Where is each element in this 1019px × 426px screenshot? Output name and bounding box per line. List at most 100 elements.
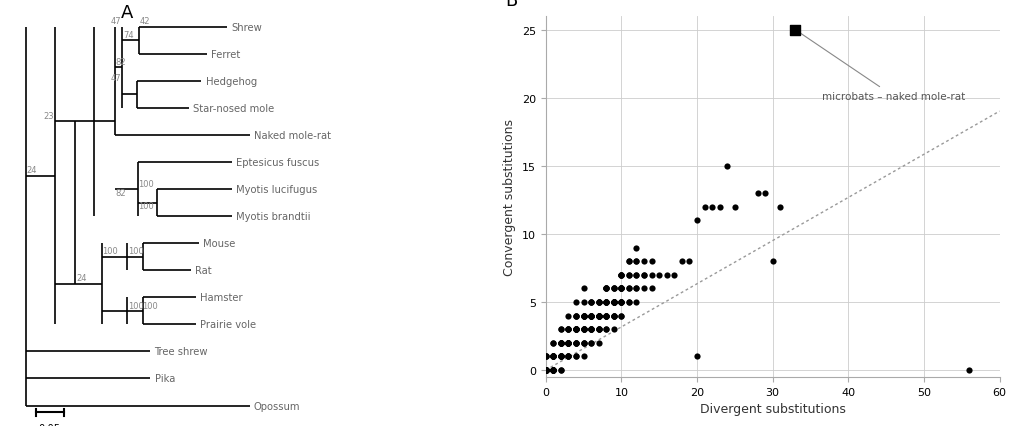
Point <box>621 285 637 292</box>
Point <box>590 299 606 306</box>
Point <box>575 340 591 346</box>
Point <box>597 285 613 292</box>
Point <box>559 340 576 346</box>
Point <box>575 313 591 320</box>
Point <box>575 326 591 333</box>
Point <box>590 313 606 320</box>
Point <box>568 299 584 306</box>
Point <box>544 367 560 374</box>
Point <box>544 367 560 374</box>
Point <box>568 340 584 346</box>
Point <box>544 367 560 374</box>
Point <box>583 313 599 320</box>
Point <box>568 353 584 360</box>
Point <box>605 313 622 320</box>
Point <box>628 272 644 279</box>
Point <box>628 258 644 265</box>
Point <box>612 299 629 306</box>
Point <box>628 285 644 292</box>
Point <box>605 299 622 306</box>
Point <box>575 313 591 320</box>
Point <box>711 204 728 210</box>
Point <box>552 340 569 346</box>
Point <box>612 272 629 279</box>
Text: 100: 100 <box>143 301 158 310</box>
Point <box>575 313 591 320</box>
Text: Hedgehog: Hedgehog <box>206 77 257 86</box>
Point <box>635 258 651 265</box>
Point <box>583 313 599 320</box>
Text: Ferret: Ferret <box>211 50 239 60</box>
Point <box>590 313 606 320</box>
Point <box>537 367 553 374</box>
Point <box>568 326 584 333</box>
Point <box>583 340 599 346</box>
Point <box>590 326 606 333</box>
Text: Shrew: Shrew <box>230 23 262 33</box>
Point <box>544 367 560 374</box>
Point <box>658 272 675 279</box>
Point <box>612 299 629 306</box>
Text: Eptesicus fuscus: Eptesicus fuscus <box>236 158 319 167</box>
Point <box>537 367 553 374</box>
Point <box>612 285 629 292</box>
Point <box>628 272 644 279</box>
Point <box>590 313 606 320</box>
Point <box>597 285 613 292</box>
Text: Hamster: Hamster <box>200 293 243 302</box>
Text: 74: 74 <box>123 31 133 40</box>
Point <box>605 299 622 306</box>
Point <box>597 326 613 333</box>
Point <box>544 353 560 360</box>
Point <box>559 340 576 346</box>
Point <box>568 340 584 346</box>
Point <box>552 367 569 374</box>
Point <box>597 285 613 292</box>
Point <box>552 353 569 360</box>
Text: Tree shrew: Tree shrew <box>155 347 208 357</box>
Text: 47: 47 <box>111 74 121 83</box>
Point <box>597 299 613 306</box>
Point <box>960 367 976 374</box>
Point <box>552 353 569 360</box>
Point <box>621 285 637 292</box>
Point <box>665 272 682 279</box>
Point <box>544 353 560 360</box>
Point <box>537 367 553 374</box>
Point <box>635 272 651 279</box>
Point <box>537 353 553 360</box>
Point <box>605 313 622 320</box>
Point <box>635 272 651 279</box>
Point <box>605 299 622 306</box>
Point <box>568 353 584 360</box>
Point <box>612 299 629 306</box>
Point <box>537 367 553 374</box>
Point <box>544 367 560 374</box>
Point <box>605 299 622 306</box>
Point <box>605 313 622 320</box>
Point <box>575 285 591 292</box>
Point <box>559 353 576 360</box>
Point <box>575 299 591 306</box>
Point <box>559 326 576 333</box>
Point <box>605 299 622 306</box>
Point <box>568 326 584 333</box>
Point <box>559 353 576 360</box>
Point <box>559 326 576 333</box>
Point <box>621 272 637 279</box>
Point <box>621 299 637 306</box>
Point <box>643 258 659 265</box>
Point <box>628 299 644 306</box>
Point <box>612 272 629 279</box>
Text: Mouse: Mouse <box>203 239 235 249</box>
Point <box>583 340 599 346</box>
Point <box>537 367 553 374</box>
Point <box>628 258 644 265</box>
Point <box>621 272 637 279</box>
Point <box>590 313 606 320</box>
Point <box>575 326 591 333</box>
Point <box>537 353 553 360</box>
Point <box>703 204 719 210</box>
Point <box>597 285 613 292</box>
Text: 47: 47 <box>111 17 121 26</box>
